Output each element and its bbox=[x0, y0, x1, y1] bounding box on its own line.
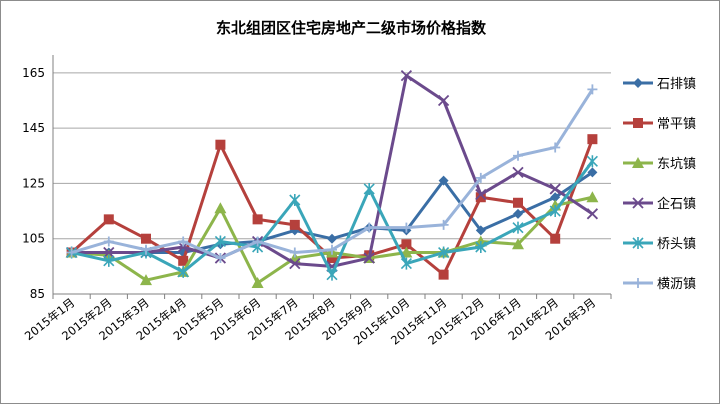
data-point bbox=[512, 221, 524, 234]
data-point bbox=[327, 244, 337, 255]
data-point bbox=[289, 219, 300, 230]
data-point bbox=[512, 166, 524, 178]
y-tick-label: 145 bbox=[22, 121, 45, 135]
legend-marker bbox=[632, 197, 644, 209]
series-5 bbox=[66, 84, 598, 264]
data-point bbox=[438, 219, 449, 230]
data-point bbox=[327, 233, 337, 244]
data-point bbox=[586, 155, 598, 168]
legend-item-0: 石排镇 bbox=[623, 77, 696, 92]
data-point bbox=[252, 214, 263, 225]
data-point bbox=[401, 222, 412, 233]
data-point bbox=[141, 244, 151, 255]
data-point bbox=[400, 69, 413, 82]
y-tick-label: 105 bbox=[22, 232, 45, 246]
data-point bbox=[586, 208, 599, 220]
data-point bbox=[513, 197, 523, 208]
data-point bbox=[252, 236, 263, 247]
data-point bbox=[326, 268, 338, 281]
y-tick-label: 125 bbox=[22, 176, 45, 190]
legend-item-4: 桥头镇 bbox=[623, 237, 696, 252]
data-point bbox=[400, 257, 412, 270]
data-point bbox=[401, 239, 412, 250]
data-point bbox=[214, 235, 226, 248]
data-point bbox=[549, 205, 561, 218]
legend-item-5: 横沥镇 bbox=[623, 277, 696, 292]
chart-title: 东北组团区住宅房地产二级市场价格指数 bbox=[216, 19, 487, 37]
data-point bbox=[103, 214, 114, 225]
data-point bbox=[550, 233, 561, 244]
y-tick-label: 85 bbox=[30, 287, 45, 301]
legend-label: 东坑镇 bbox=[657, 157, 696, 172]
data-point bbox=[512, 238, 524, 250]
data-point bbox=[587, 167, 598, 178]
data-point bbox=[550, 192, 561, 203]
legend-item-3: 企石镇 bbox=[623, 196, 696, 212]
legend-label: 横沥镇 bbox=[657, 277, 696, 292]
data-point bbox=[438, 175, 449, 186]
data-point bbox=[475, 192, 486, 203]
data-point bbox=[549, 183, 561, 195]
legend-item-1: 常平镇 bbox=[623, 117, 696, 132]
data-point bbox=[363, 252, 375, 264]
data-point bbox=[215, 139, 226, 150]
data-point bbox=[587, 134, 598, 145]
data-point bbox=[141, 233, 151, 244]
data-point bbox=[103, 236, 114, 247]
data-point bbox=[550, 142, 561, 153]
legend-marker bbox=[633, 278, 643, 288]
data-point bbox=[587, 84, 598, 95]
data-point bbox=[475, 172, 486, 183]
series-group bbox=[65, 69, 599, 288]
data-point bbox=[215, 253, 226, 264]
legend-marker bbox=[632, 157, 644, 168]
data-point bbox=[586, 191, 599, 203]
legend-label: 企石镇 bbox=[657, 196, 696, 212]
data-point bbox=[364, 222, 375, 233]
data-point bbox=[289, 257, 301, 270]
data-point bbox=[437, 94, 450, 107]
legend-label: 常平镇 bbox=[657, 117, 696, 132]
data-point bbox=[438, 269, 449, 280]
data-point bbox=[177, 265, 189, 278]
data-point bbox=[475, 188, 487, 201]
data-point bbox=[475, 241, 487, 253]
data-point bbox=[103, 246, 115, 259]
legend-marker bbox=[633, 78, 643, 88]
data-point bbox=[363, 182, 375, 195]
legend-marker bbox=[632, 237, 644, 249]
data-point bbox=[178, 255, 189, 266]
data-point bbox=[513, 208, 523, 219]
data-point bbox=[103, 254, 115, 267]
legend-marker bbox=[633, 118, 643, 128]
data-point bbox=[66, 247, 77, 258]
data-point bbox=[289, 194, 301, 206]
data-point bbox=[438, 246, 450, 259]
data-point bbox=[289, 247, 300, 258]
series-4 bbox=[66, 155, 598, 281]
data-point bbox=[178, 236, 189, 247]
data-point bbox=[140, 274, 152, 286]
data-point bbox=[214, 202, 227, 214]
data-point bbox=[327, 253, 337, 264]
series-3 bbox=[65, 69, 599, 272]
data-point bbox=[251, 276, 264, 288]
data-point bbox=[475, 225, 486, 236]
data-point bbox=[513, 150, 523, 161]
legend-label: 石排镇 bbox=[657, 77, 696, 92]
y-tick-label: 165 bbox=[22, 66, 45, 80]
legend-item-2: 东坑镇 bbox=[623, 157, 696, 172]
legend-label: 桥头镇 bbox=[657, 237, 696, 252]
